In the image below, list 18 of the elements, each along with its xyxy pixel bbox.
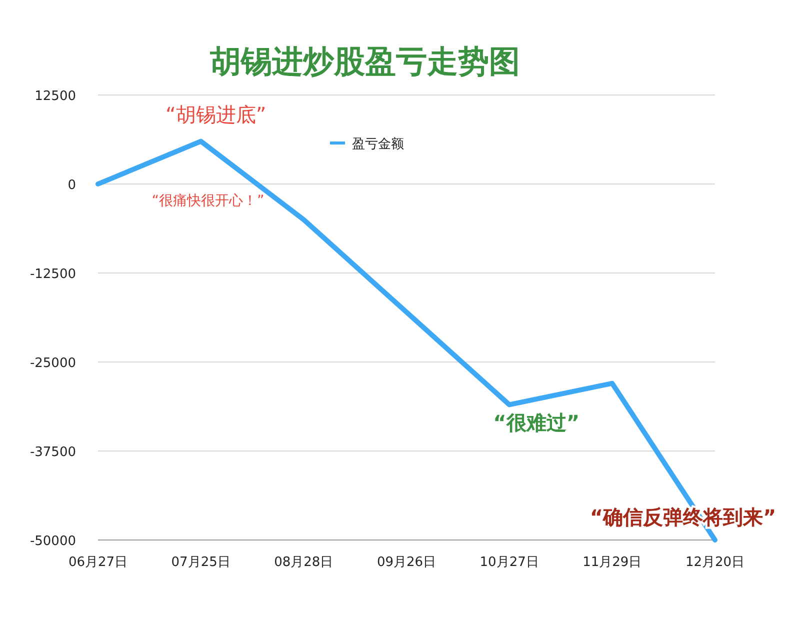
y-tick-label: 0 [68,178,76,193]
y-tick-label: 12500 [34,89,76,104]
y-tick-label: -25000 [30,356,76,371]
y-tick-label: -50000 [30,534,76,549]
annotation: “很痛快很开心！” [152,193,264,209]
x-tick-label: 08月28日 [274,555,334,570]
annotation: “很难过” [493,410,580,435]
x-tick-label: 11月29日 [582,555,642,570]
x-tick-label: 06月27日 [68,555,128,570]
chart-title: 胡锡进炒股盈亏走势图 [209,44,520,80]
annotation: “胡锡进底” [165,102,266,126]
x-tick-label: 12月20日 [685,555,745,570]
x-tick-label: 10月27日 [480,555,539,570]
x-tick-label: 07月25日 [171,555,230,570]
legend-label: 盈亏金额 [352,137,404,152]
x-tick-label: 09月26日 [376,555,436,570]
y-tick-label: -37500 [30,445,76,460]
y-tick-label: -12500 [30,267,76,282]
